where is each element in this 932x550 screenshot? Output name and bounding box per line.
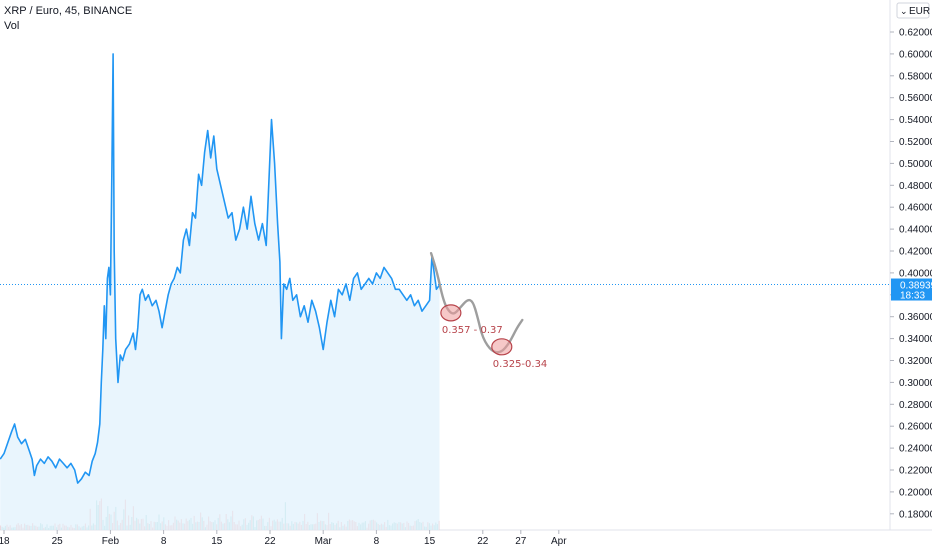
x-axis-ticks: 18 25 Feb 8 15 22 Mar 8 15 22 27 Apr (0, 530, 567, 547)
y-tick-label: 0.24000 (899, 444, 932, 455)
y-tick-label: 0.30000 (899, 378, 932, 389)
last-price-value: 0.38939 (900, 281, 932, 292)
x-tick-label: 18 (0, 536, 10, 547)
y-tick-label: 0.28000 (899, 400, 932, 411)
target-zone-marker[interactable] (491, 338, 513, 356)
x-tick-label: Mar (315, 536, 333, 547)
y-tick-label: 0.46000 (899, 203, 932, 214)
volume-label: Vol (4, 20, 20, 32)
y-tick-label: 0.22000 (899, 466, 932, 477)
x-tick-label: 25 (52, 536, 64, 547)
y-tick-label: 0.26000 (899, 422, 932, 433)
y-tick-label: 0.32000 (899, 356, 932, 367)
chart-title: XRP / Euro, 45, BINANCE (4, 5, 133, 17)
y-tick-label: 0.62000 (899, 28, 932, 39)
x-tick-label: 8 (374, 536, 380, 547)
y-tick-label: 0.44000 (899, 225, 932, 236)
projection-path (429, 252, 524, 354)
x-tick-label: Apr (551, 536, 567, 547)
price-area (0, 53, 441, 531)
x-tick-label: Feb (102, 536, 120, 547)
y-tick-label: 0.42000 (899, 247, 932, 258)
target-zone-label: 0.325-0.34 (493, 359, 548, 370)
x-tick-label: 15 (211, 536, 223, 547)
x-tick-label: 15 (424, 536, 436, 547)
currency-selector[interactable]: ⌄ EUR (896, 2, 930, 19)
y-tick-label: 0.54000 (899, 115, 932, 126)
last-price-label: 0.38939 18:33 (891, 278, 932, 302)
y-tick-label: 0.60000 (899, 49, 932, 60)
y-tick-label: 0.36000 (899, 312, 932, 323)
y-tick-label: 0.34000 (899, 334, 932, 345)
x-tick-label: 22 (264, 536, 276, 547)
y-tick-label: 0.18000 (899, 509, 932, 520)
price-line (0, 53, 441, 484)
x-tick-label: 22 (477, 536, 489, 547)
y-tick-label: 0.48000 (899, 181, 932, 192)
y-axis-ticks: 0.62000 0.60000 0.58000 0.56000 0.54000 0.520… (890, 28, 932, 520)
x-tick-label: 8 (161, 536, 167, 547)
y-tick-label: 0.40000 (899, 268, 932, 279)
y-tick-label: 0.58000 (899, 71, 932, 82)
y-tick-label: 0.56000 (899, 93, 932, 104)
area-fill (0, 53, 440, 531)
y-tick-label: 0.50000 (899, 159, 932, 170)
y-tick-label: 0.20000 (899, 487, 932, 498)
x-tick-label: 27 (515, 536, 527, 547)
chevron-down-icon: ⌄ (900, 7, 908, 17)
target-zone-marker[interactable] (440, 304, 462, 322)
y-tick-label: 0.52000 (899, 137, 932, 148)
currency-label: EUR (909, 6, 930, 17)
annotations[interactable]: 0.357 - 0.37 0.325-0.34 (440, 304, 548, 370)
target-zone-label: 0.357 - 0.37 (442, 325, 503, 336)
projection-drawing[interactable] (429, 252, 524, 354)
countdown-value: 18:33 (900, 291, 925, 302)
